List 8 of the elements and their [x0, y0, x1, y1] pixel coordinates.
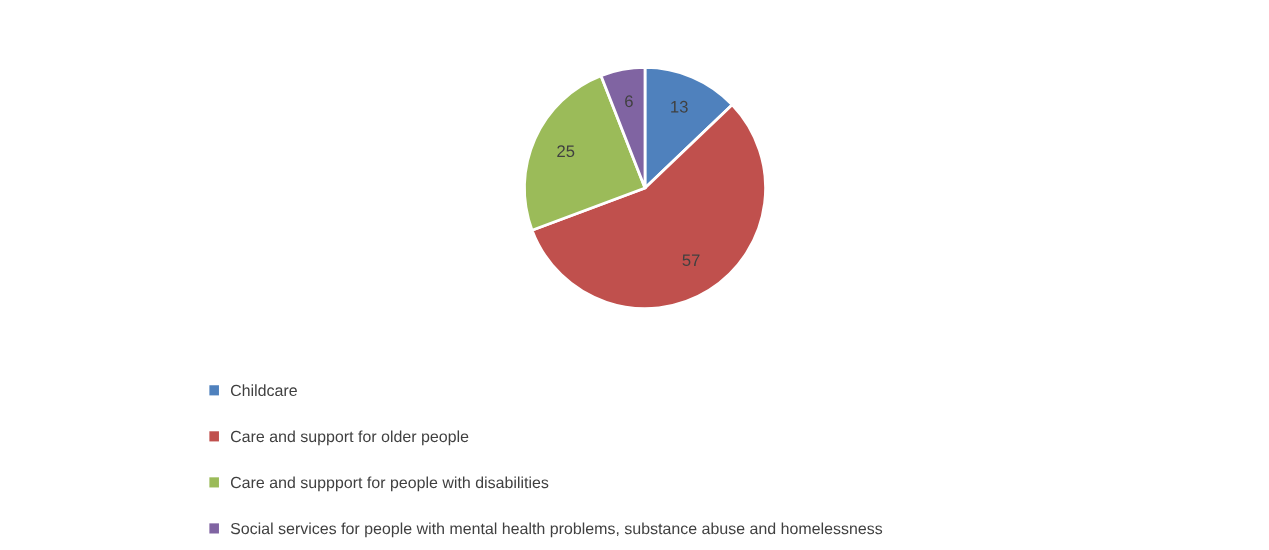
data-label: 57: [682, 254, 700, 267]
data-label: 6: [625, 95, 633, 108]
legend-label: Care and support for older people: [230, 430, 469, 446]
legend-label: Social services for people with mental health problems, substance abuse and homelessness: [230, 522, 883, 538]
data-label: 13: [671, 100, 688, 113]
legend-label: Childcare: [230, 384, 297, 397]
legend-label: Care and suppport for people with disabilities: [230, 476, 549, 492]
data-label: 25: [557, 145, 575, 158]
